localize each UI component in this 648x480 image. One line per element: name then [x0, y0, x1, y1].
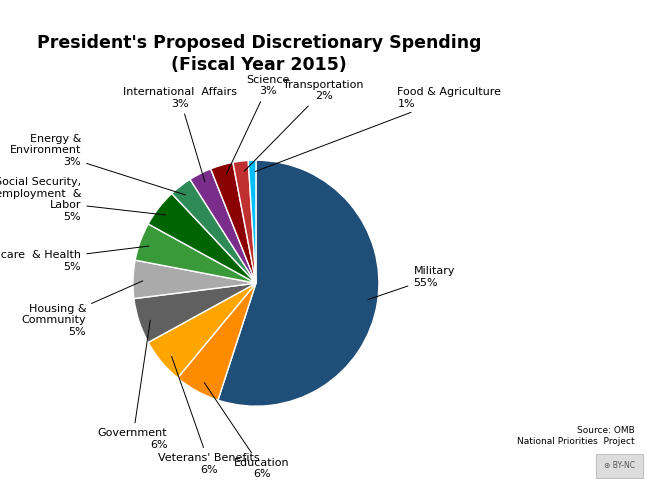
Wedge shape: [172, 180, 256, 283]
Text: Housing &
Community
5%: Housing & Community 5%: [21, 281, 143, 336]
Wedge shape: [148, 193, 256, 283]
Text: Energy &
Environment
3%: Energy & Environment 3%: [10, 134, 185, 195]
Wedge shape: [190, 169, 256, 283]
Text: Social Security,
Unemployment  &
Labor
5%: Social Security, Unemployment & Labor 5%: [0, 177, 166, 222]
Text: Medicare  & Health
5%: Medicare & Health 5%: [0, 246, 149, 272]
Text: Transportation
2%: Transportation 2%: [244, 80, 364, 171]
Wedge shape: [148, 283, 256, 378]
Wedge shape: [248, 160, 256, 283]
Wedge shape: [211, 162, 256, 283]
Wedge shape: [233, 160, 256, 283]
Text: International  Affairs
3%: International Affairs 3%: [122, 87, 237, 182]
Text: Education
6%: Education 6%: [204, 383, 290, 480]
Wedge shape: [133, 260, 256, 299]
Text: ⊛ BY-NC: ⊛ BY-NC: [604, 461, 635, 470]
Text: Military
55%: Military 55%: [368, 266, 455, 300]
Text: Veterans' Benefits
6%: Veterans' Benefits 6%: [158, 356, 260, 475]
Text: Source: OMB
National Priorities  Project: Source: OMB National Priorities Project: [517, 426, 635, 446]
Text: Government
6%: Government 6%: [98, 320, 167, 450]
Wedge shape: [178, 283, 256, 400]
Wedge shape: [218, 160, 379, 406]
Wedge shape: [134, 283, 256, 342]
Text: Science
3%: Science 3%: [226, 74, 290, 174]
Wedge shape: [135, 224, 256, 283]
Text: President's Proposed Discretionary Spending
(Fiscal Year 2015): President's Proposed Discretionary Spend…: [37, 34, 481, 74]
Text: Food & Agriculture
1%: Food & Agriculture 1%: [255, 87, 502, 171]
